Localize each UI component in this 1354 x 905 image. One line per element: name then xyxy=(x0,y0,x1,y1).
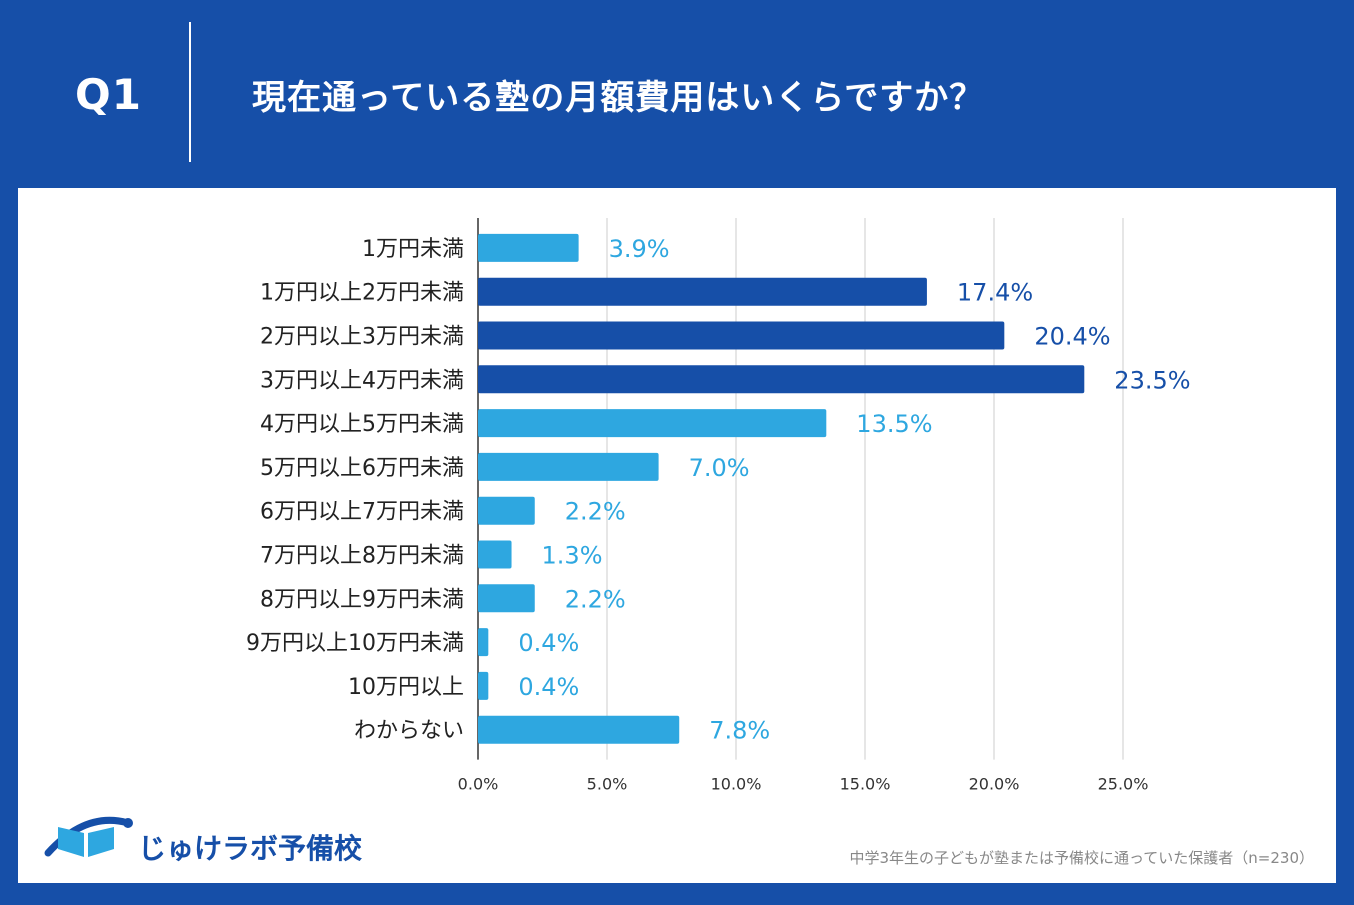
data-label: 2.2% xyxy=(565,585,626,613)
data-label: 0.4% xyxy=(518,673,579,701)
bar xyxy=(478,715,680,744)
bar-chart: 0.0% 5.0% 10.0% 15.0% 20.0% 25.0% 1万円未満 3.9% 1万円… xyxy=(246,218,1191,794)
bar xyxy=(478,365,1085,394)
bar xyxy=(478,628,489,657)
data-label: 7.0% xyxy=(689,454,750,482)
category-label: 8万円以上9万円未満 xyxy=(260,587,464,612)
bar xyxy=(478,409,827,438)
data-label: 3.9% xyxy=(609,235,670,263)
bar xyxy=(478,671,489,700)
question-title: 現在通っている塾の月額費用はいくらですか？ xyxy=(252,78,985,118)
category-label: 1万円未満 xyxy=(362,237,464,262)
logo-text: じゅけラボ予備校 xyxy=(138,832,363,865)
data-label: 1.3% xyxy=(542,542,603,570)
chart-panel: 0.0% 5.0% 10.0% 15.0% 20.0% 25.0% 1万円未満 3.9% 1万円… xyxy=(18,188,1336,883)
sample-note: 中学3年生の子どもが塾または予備校に通っていた保護者（n=230） xyxy=(849,849,1314,867)
book-logo-icon xyxy=(44,816,133,857)
category-label: 10万円以上 xyxy=(348,675,464,700)
data-label: 7.8% xyxy=(709,717,770,745)
header: Q1 現在通っている塾の月額費用はいくらですか？ xyxy=(0,0,1354,188)
x-tick-label: 25.0% xyxy=(1098,775,1149,794)
category-label: わからない xyxy=(354,719,464,744)
x-tick-label: 0.0% xyxy=(458,775,499,794)
bar xyxy=(478,584,535,613)
category-label: 2万円以上3万円未満 xyxy=(260,325,464,350)
category-label: 1万円以上2万円未満 xyxy=(260,281,464,306)
header-divider xyxy=(189,22,191,162)
bar xyxy=(478,321,1005,350)
bar xyxy=(478,452,659,481)
category-label: 4万円以上5万円未満 xyxy=(260,412,464,437)
category-label: 3万円以上4万円未満 xyxy=(260,368,464,393)
data-label: 2.2% xyxy=(565,498,626,526)
question-number: Q1 xyxy=(75,70,142,119)
bar xyxy=(478,540,512,569)
bar xyxy=(478,233,579,262)
data-label: 20.4% xyxy=(1034,323,1110,351)
category-label: 9万円以上10万円未満 xyxy=(246,631,464,656)
data-label: 23.5% xyxy=(1114,366,1190,394)
category-label: 6万円以上7万円未満 xyxy=(260,500,464,525)
data-label: 17.4% xyxy=(957,279,1033,307)
data-label: 0.4% xyxy=(518,629,579,657)
category-label: 5万円以上6万円未満 xyxy=(260,456,464,481)
x-tick-label: 5.0% xyxy=(587,775,628,794)
data-label: 13.5% xyxy=(856,410,932,438)
x-tick-label: 15.0% xyxy=(840,775,891,794)
bar xyxy=(478,496,535,525)
x-tick-label: 20.0% xyxy=(969,775,1020,794)
category-label: 7万円以上8万円未満 xyxy=(260,544,464,569)
bar xyxy=(478,277,927,306)
logo: じゅけラボ予備校 xyxy=(38,803,378,867)
x-tick-label: 10.0% xyxy=(711,775,762,794)
